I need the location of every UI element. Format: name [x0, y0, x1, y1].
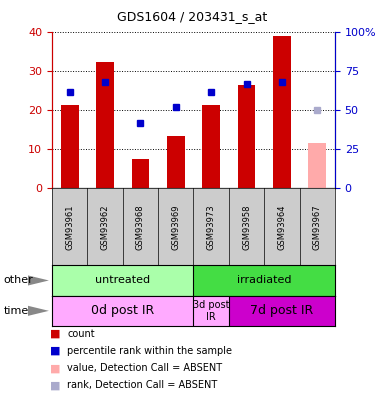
Text: other: other: [4, 275, 33, 286]
Bar: [193, 296, 229, 326]
Text: 3d post
IR: 3d post IR: [193, 300, 229, 322]
Text: ■: ■: [50, 380, 60, 390]
Bar: [96, 62, 114, 188]
Text: GSM93968: GSM93968: [136, 204, 145, 249]
Text: GSM93973: GSM93973: [207, 204, 216, 249]
Bar: [61, 104, 79, 188]
Bar: [238, 85, 255, 188]
Text: value, Detection Call = ABSENT: value, Detection Call = ABSENT: [67, 363, 223, 373]
Polygon shape: [28, 275, 49, 286]
Text: percentile rank within the sample: percentile rank within the sample: [67, 346, 233, 356]
Bar: [52, 265, 193, 296]
Text: GSM93967: GSM93967: [313, 204, 322, 249]
Bar: [308, 143, 326, 188]
Text: count: count: [67, 329, 95, 339]
Text: untreated: untreated: [95, 275, 150, 286]
Text: GSM93961: GSM93961: [65, 204, 74, 249]
Bar: [52, 296, 193, 326]
Text: GDS1604 / 203431_s_at: GDS1604 / 203431_s_at: [117, 10, 268, 23]
Text: ■: ■: [50, 346, 60, 356]
Bar: [193, 265, 335, 296]
Bar: [132, 159, 149, 188]
Text: GSM93962: GSM93962: [100, 204, 110, 249]
Text: irradiated: irradiated: [237, 275, 291, 286]
Text: 7d post IR: 7d post IR: [250, 304, 313, 318]
Bar: [202, 104, 220, 188]
Text: rank, Detection Call = ABSENT: rank, Detection Call = ABSENT: [67, 380, 218, 390]
Text: 0d post IR: 0d post IR: [91, 304, 154, 318]
Text: ■: ■: [50, 329, 60, 339]
Text: ■: ■: [50, 363, 60, 373]
Text: GSM93969: GSM93969: [171, 204, 180, 249]
Bar: [229, 296, 335, 326]
Polygon shape: [28, 306, 49, 316]
Text: GSM93964: GSM93964: [277, 204, 286, 249]
Text: GSM93958: GSM93958: [242, 204, 251, 249]
Bar: [167, 136, 185, 188]
Bar: [273, 36, 291, 188]
Text: time: time: [4, 306, 29, 316]
